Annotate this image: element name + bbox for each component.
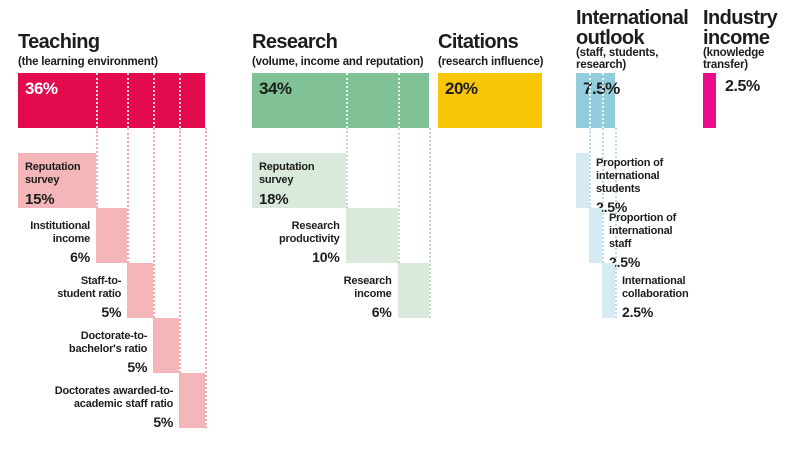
guide-line bbox=[602, 128, 604, 263]
sub-block-value: 5% bbox=[101, 304, 122, 320]
sub-block-label: Institutional income bbox=[30, 220, 90, 245]
weight-bar-divider bbox=[179, 73, 182, 128]
sub-block-value: 18% bbox=[259, 191, 289, 208]
weight-value: 20% bbox=[445, 79, 478, 98]
guide-line bbox=[397, 128, 400, 263]
sub-block-value: 10% bbox=[312, 249, 340, 265]
weight-value: 2.5% bbox=[725, 78, 760, 95]
sub-block-label: Research income bbox=[343, 275, 392, 300]
weight-value: 34% bbox=[259, 79, 292, 98]
category-title: Research bbox=[252, 31, 338, 53]
category-title: International outlook bbox=[576, 7, 689, 49]
weight-bar-divider bbox=[345, 73, 348, 128]
weight-bar: 36% bbox=[18, 73, 206, 128]
sub-block bbox=[345, 208, 398, 263]
category-title: Teaching bbox=[18, 31, 100, 53]
weight-bar-divider bbox=[153, 73, 156, 128]
guide-line bbox=[205, 128, 208, 428]
sub-block-label: Proportion of international staff bbox=[609, 212, 677, 250]
category-subtitle: (the learning environment) bbox=[18, 56, 158, 68]
sub-block-side-label: Institutional income 6% bbox=[0, 220, 90, 265]
sub-block-side-label: Staff-to- student ratio 5% bbox=[0, 275, 121, 320]
sub-block-value: 2.5% bbox=[609, 254, 641, 270]
guide-line bbox=[428, 128, 431, 318]
sub-block-label: Proportion of international students bbox=[596, 157, 664, 195]
category-subtitle: (research influence) bbox=[438, 56, 544, 68]
sub-block-label: Research productivity bbox=[279, 220, 340, 245]
guide-line bbox=[96, 128, 98, 208]
weight-bar: 34% bbox=[252, 73, 429, 128]
weight-bar-divider bbox=[602, 73, 604, 128]
sub-block-label: Reputation survey bbox=[259, 161, 315, 186]
sub-block bbox=[589, 208, 602, 263]
sub-block-side-label: Doctorates awarded-to- academic staff ra… bbox=[13, 385, 174, 430]
sub-block-value: 6% bbox=[70, 249, 90, 265]
category-subtitle: (volume, income and reputation) bbox=[252, 56, 424, 68]
sub-block-label: Reputation survey bbox=[25, 161, 81, 186]
guide-line bbox=[589, 128, 591, 208]
category-title: Citations bbox=[438, 31, 519, 53]
sub-block bbox=[153, 318, 180, 373]
guide-line bbox=[345, 128, 348, 208]
weight-bar: 7.5% bbox=[576, 73, 620, 128]
sub-block-label: Doctorates awarded-to- academic staff ra… bbox=[54, 385, 174, 410]
sub-block bbox=[127, 263, 154, 318]
guide-line bbox=[127, 128, 130, 263]
sub-block bbox=[96, 208, 128, 263]
guide-line bbox=[153, 128, 156, 318]
weight-bar: 20% bbox=[438, 73, 542, 128]
category-title: Industry income bbox=[703, 7, 778, 49]
sub-block bbox=[179, 373, 206, 428]
sub-block-side-label: International collaboration 2.5% bbox=[622, 275, 734, 320]
sub-block-side-label: Research productivity 10% bbox=[180, 220, 340, 265]
sub-block bbox=[602, 263, 615, 318]
sub-block bbox=[397, 263, 429, 318]
sub-block-label: Doctorate-to- bachelor's ratio bbox=[68, 330, 148, 355]
sub-block bbox=[576, 153, 589, 208]
category-subtitle: (knowledge transfer) bbox=[703, 47, 765, 71]
guide-line bbox=[615, 128, 617, 318]
sub-block-value: 6% bbox=[371, 304, 392, 320]
sub-block: Reputation survey 15% bbox=[18, 153, 96, 208]
sub-block-value: 15% bbox=[25, 191, 55, 208]
weight-value: 36% bbox=[25, 79, 58, 98]
sub-block-value: 5% bbox=[153, 414, 174, 430]
category-subtitle: (staff, students, research) bbox=[576, 47, 659, 71]
sub-block-label: Staff-to- student ratio bbox=[57, 275, 122, 300]
weight-value: 7.5% bbox=[583, 79, 620, 98]
weight-bar bbox=[703, 73, 716, 128]
sub-block-value: 2.5% bbox=[622, 304, 654, 320]
sub-block-label: International collaboration bbox=[622, 275, 689, 300]
weight-bar-divider bbox=[397, 73, 400, 128]
sub-block-side-label: Research income 6% bbox=[232, 275, 392, 320]
guide-line bbox=[179, 128, 182, 373]
sub-block-side-label: Proportion of international students 2.5% bbox=[596, 157, 708, 215]
weight-bar-divider bbox=[127, 73, 130, 128]
weight-bar-divider bbox=[589, 73, 591, 128]
sub-block-value: 2.5% bbox=[596, 199, 628, 215]
sub-block: Reputation survey 18% bbox=[252, 153, 346, 208]
sub-block-value: 5% bbox=[127, 359, 148, 375]
sub-block-side-label: Proportion of international staff 2.5% bbox=[609, 212, 721, 270]
weight-bar-divider bbox=[96, 73, 98, 128]
sub-block-side-label: Doctorate-to- bachelor's ratio 5% bbox=[0, 330, 147, 375]
